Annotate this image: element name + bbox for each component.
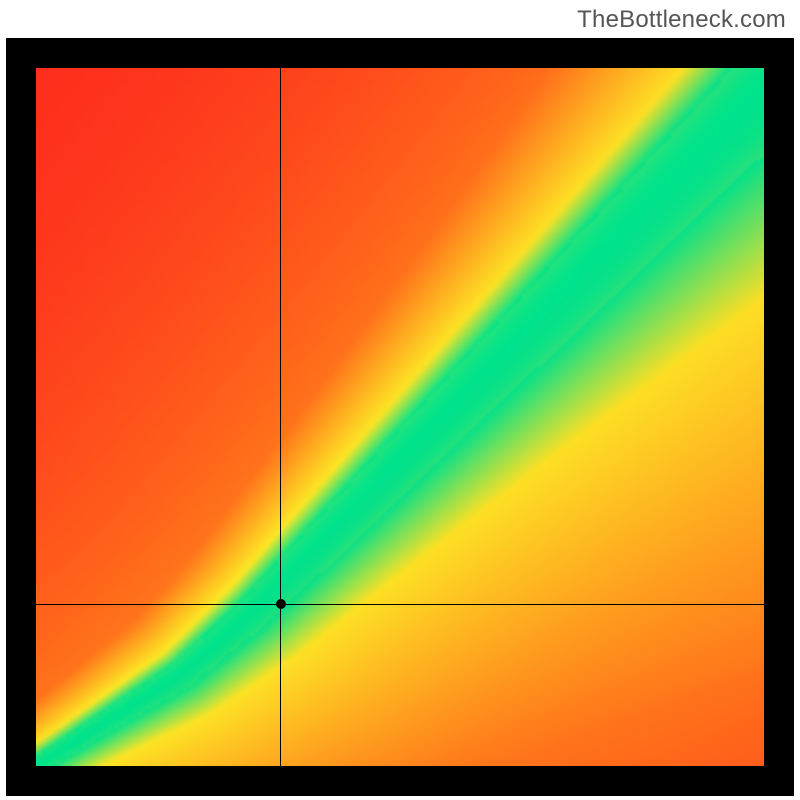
- crosshair-horizontal: [36, 604, 764, 605]
- crosshair-marker: [276, 599, 286, 609]
- watermark-text: TheBottleneck.com: [577, 6, 786, 34]
- crosshair-vertical: [280, 68, 281, 766]
- heatmap-canvas: [36, 68, 764, 766]
- chart-container: TheBottleneck.com: [0, 0, 800, 800]
- plot-area: [36, 68, 764, 766]
